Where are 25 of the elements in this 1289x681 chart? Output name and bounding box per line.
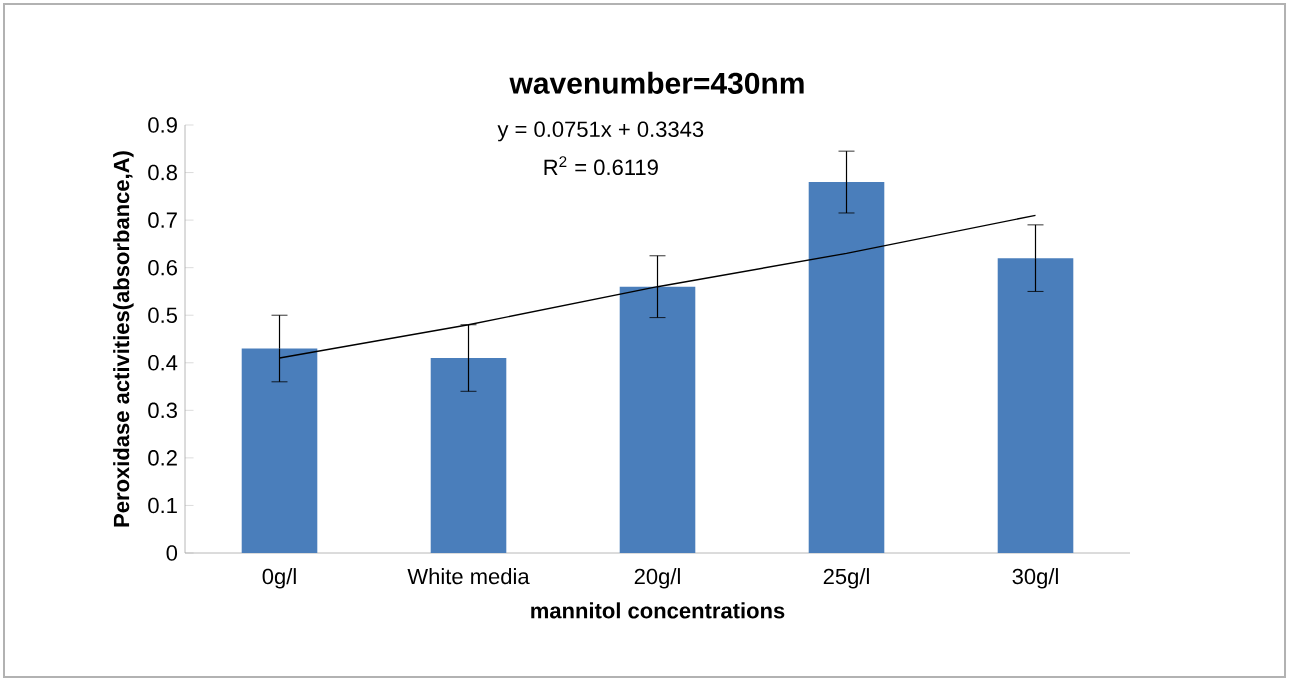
y-tick-label: 0.9: [148, 117, 177, 133]
y-tick-label: 0.4: [148, 355, 178, 371]
y-tick-label: 0.7: [148, 212, 177, 228]
y-tick-label: 0.3: [148, 402, 177, 419]
bar: [430, 358, 507, 553]
y-tick-label: 0: [166, 545, 178, 561]
x-tick-label: 30g/l: [1012, 568, 1058, 589]
bar: [997, 258, 1074, 553]
y-tick-label: 0.8: [148, 164, 177, 181]
annotation: y = 0.0751x + 0.3343: [497, 121, 704, 142]
x-tick-label: 0g/l: [262, 568, 296, 589]
y-tick-label: 0.6: [148, 259, 177, 276]
x-tick-label: White media: [407, 568, 530, 585]
y-tick-label: 0.5: [148, 307, 177, 324]
x-tick-label: 25g/l: [823, 568, 869, 589]
x-axis-title: mannitol concentrations: [531, 602, 785, 619]
bar: [808, 182, 885, 553]
annotation: R$^{2}$ = 0.6119: [544, 156, 658, 176]
y-tick-label: 0.2: [148, 450, 177, 466]
y-axis-title: Peroxidase activities(absorbance,A): [113, 151, 134, 527]
bar: [619, 286, 696, 553]
y-tick-label: 0.1: [148, 497, 177, 514]
x-tick-label: 20g/l: [634, 568, 680, 589]
chart-title: wavenumber=430nm: [509, 71, 804, 94]
bar: [241, 348, 318, 553]
